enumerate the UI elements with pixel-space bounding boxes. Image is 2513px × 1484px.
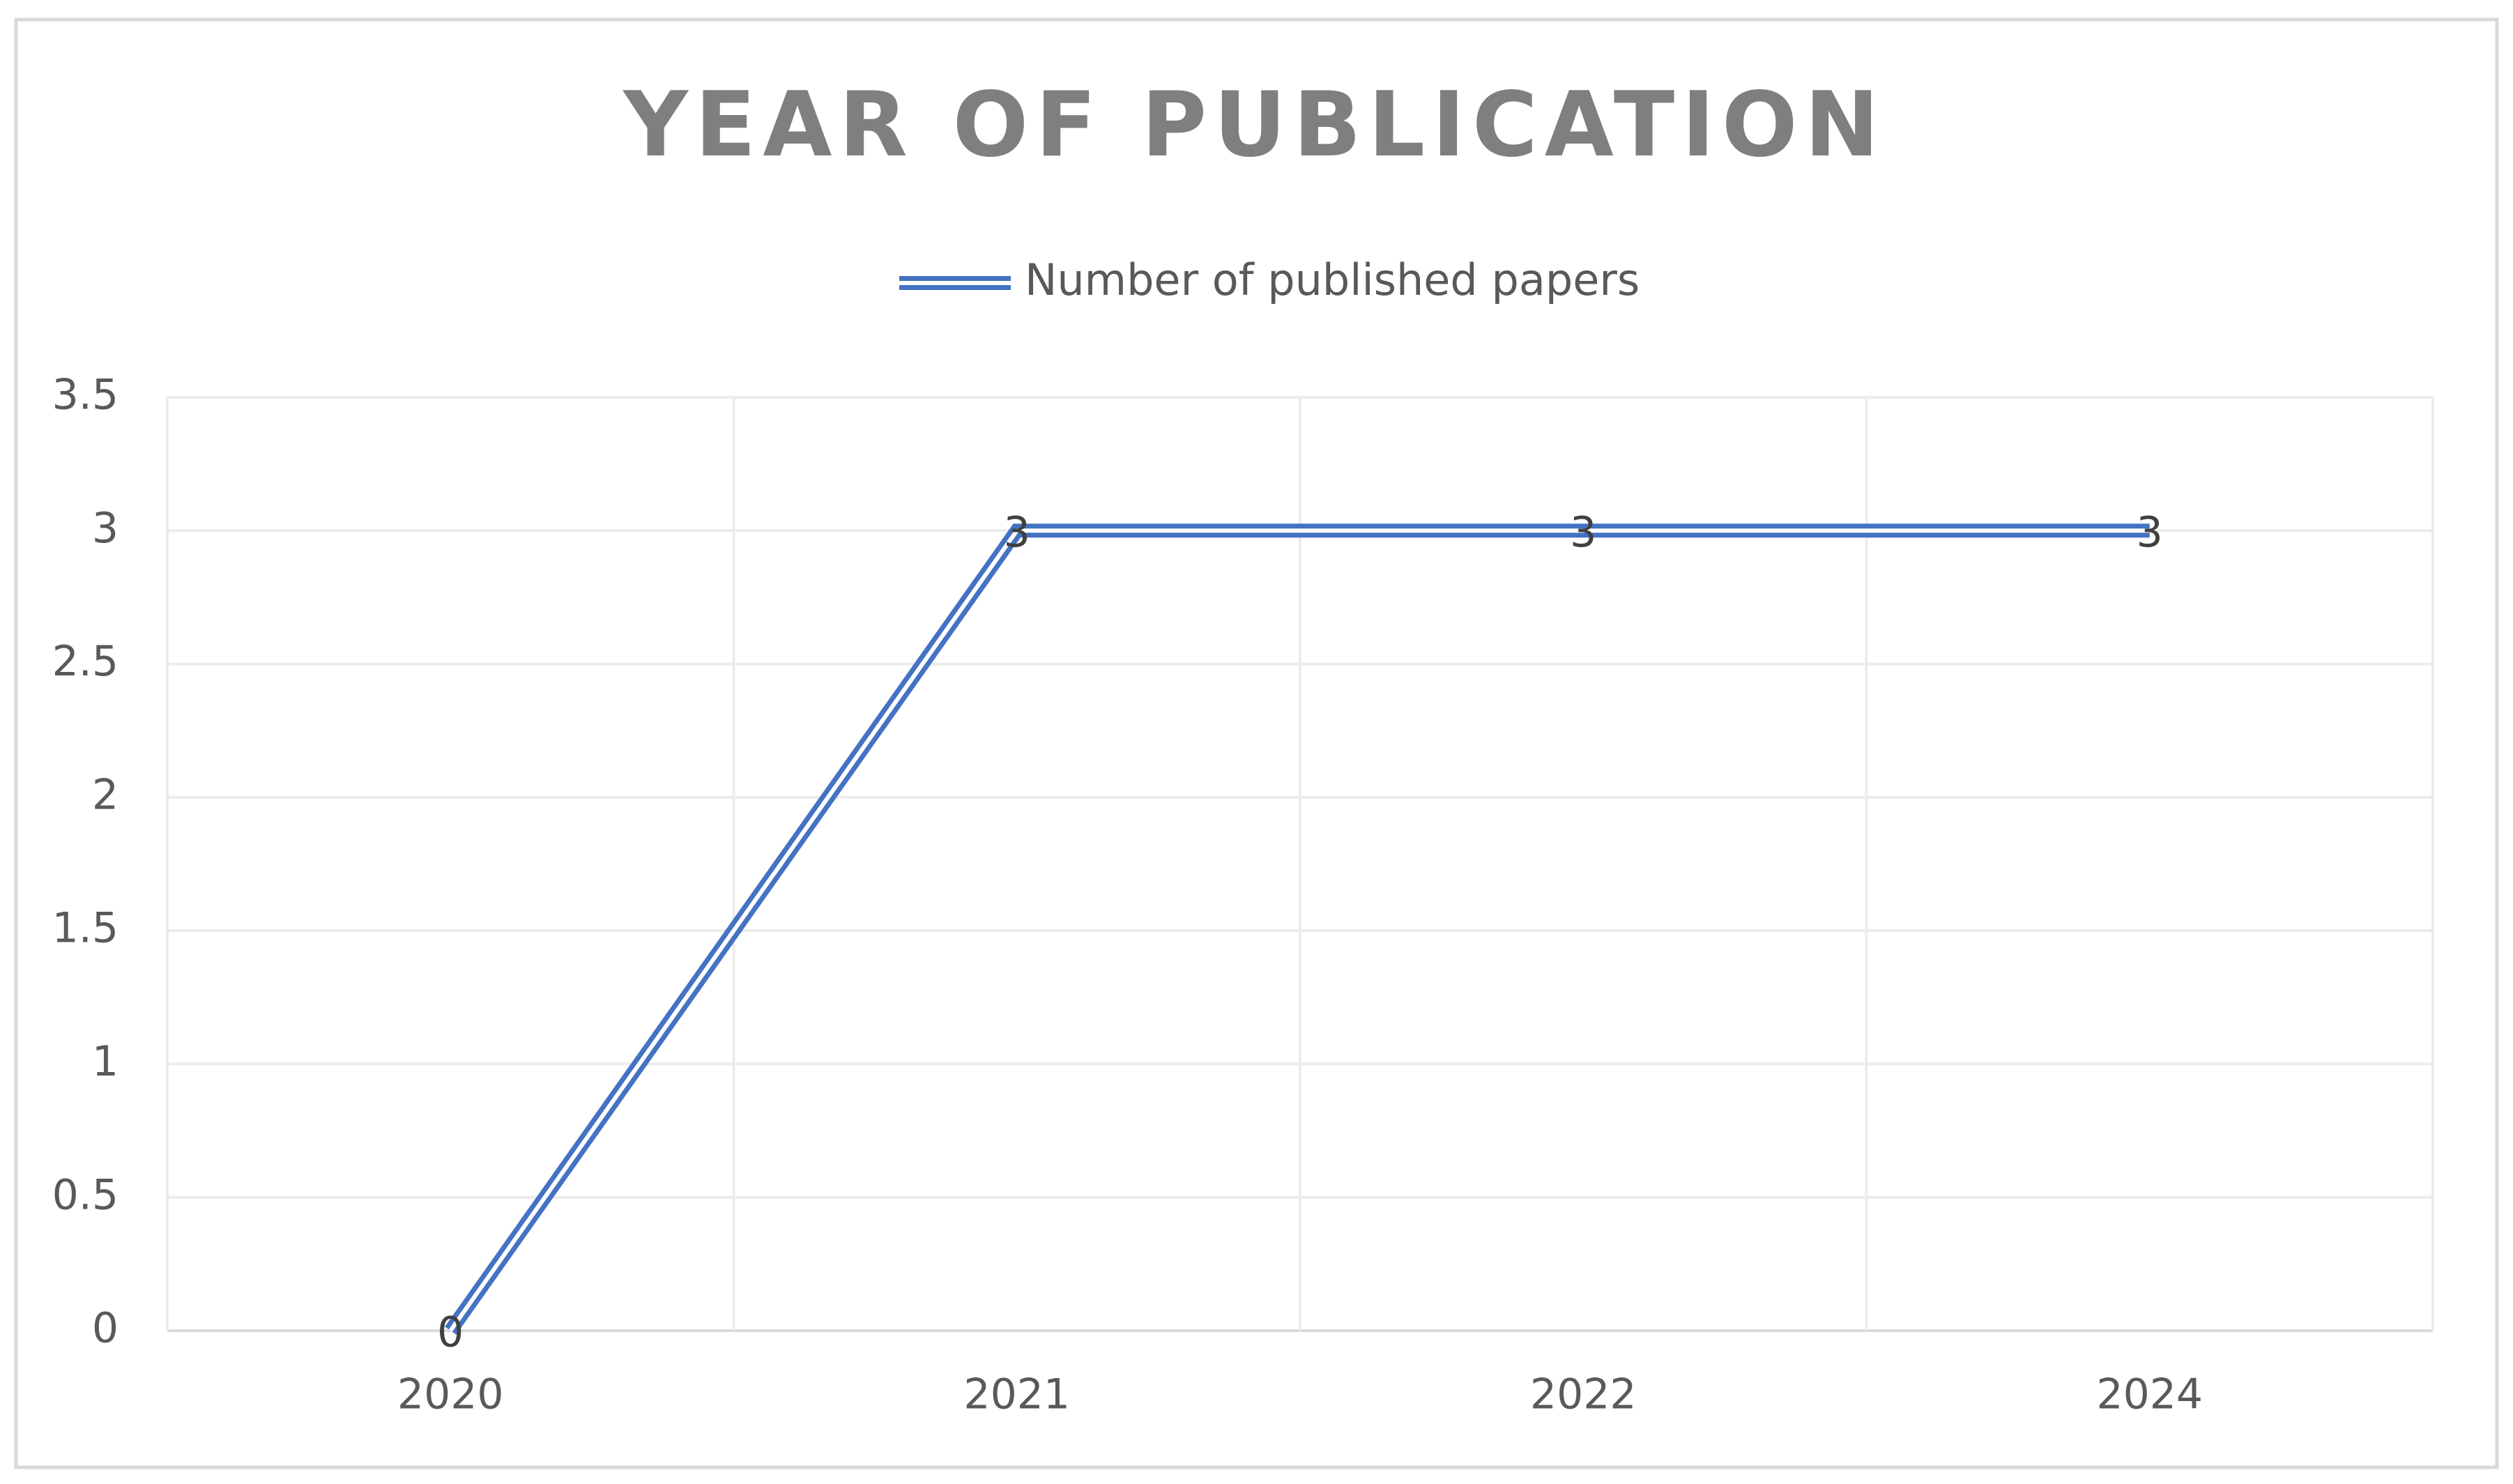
- y-tick-label: 1.5: [52, 904, 119, 953]
- y-tick-label: 3: [92, 504, 119, 553]
- y-tick-label: 1: [92, 1037, 119, 1086]
- y-tick-label: 0.5: [52, 1170, 119, 1219]
- x-tick-label: 2020: [397, 1370, 504, 1419]
- chart-border: [14, 17, 2499, 1469]
- y-tick-label: 2.5: [52, 637, 119, 686]
- series-line-inner: [448, 528, 2150, 1332]
- data-label: 3: [1004, 508, 1030, 557]
- data-label: 3: [1570, 508, 1596, 557]
- legend-label: Number of published papers: [1025, 254, 1640, 305]
- y-tick-label: 3.5: [52, 371, 119, 420]
- data-label: 3: [2137, 508, 2163, 557]
- y-tick-label: 0: [92, 1304, 119, 1353]
- x-tick-label: 2021: [963, 1370, 1070, 1419]
- data-label: 0: [437, 1308, 464, 1357]
- x-tick-label: 2022: [1530, 1370, 1637, 1419]
- y-tick-label: 2: [92, 770, 119, 819]
- x-tick-label: 2024: [2096, 1370, 2203, 1419]
- chart-title: YEAR OF PUBLICATION: [622, 73, 1886, 177]
